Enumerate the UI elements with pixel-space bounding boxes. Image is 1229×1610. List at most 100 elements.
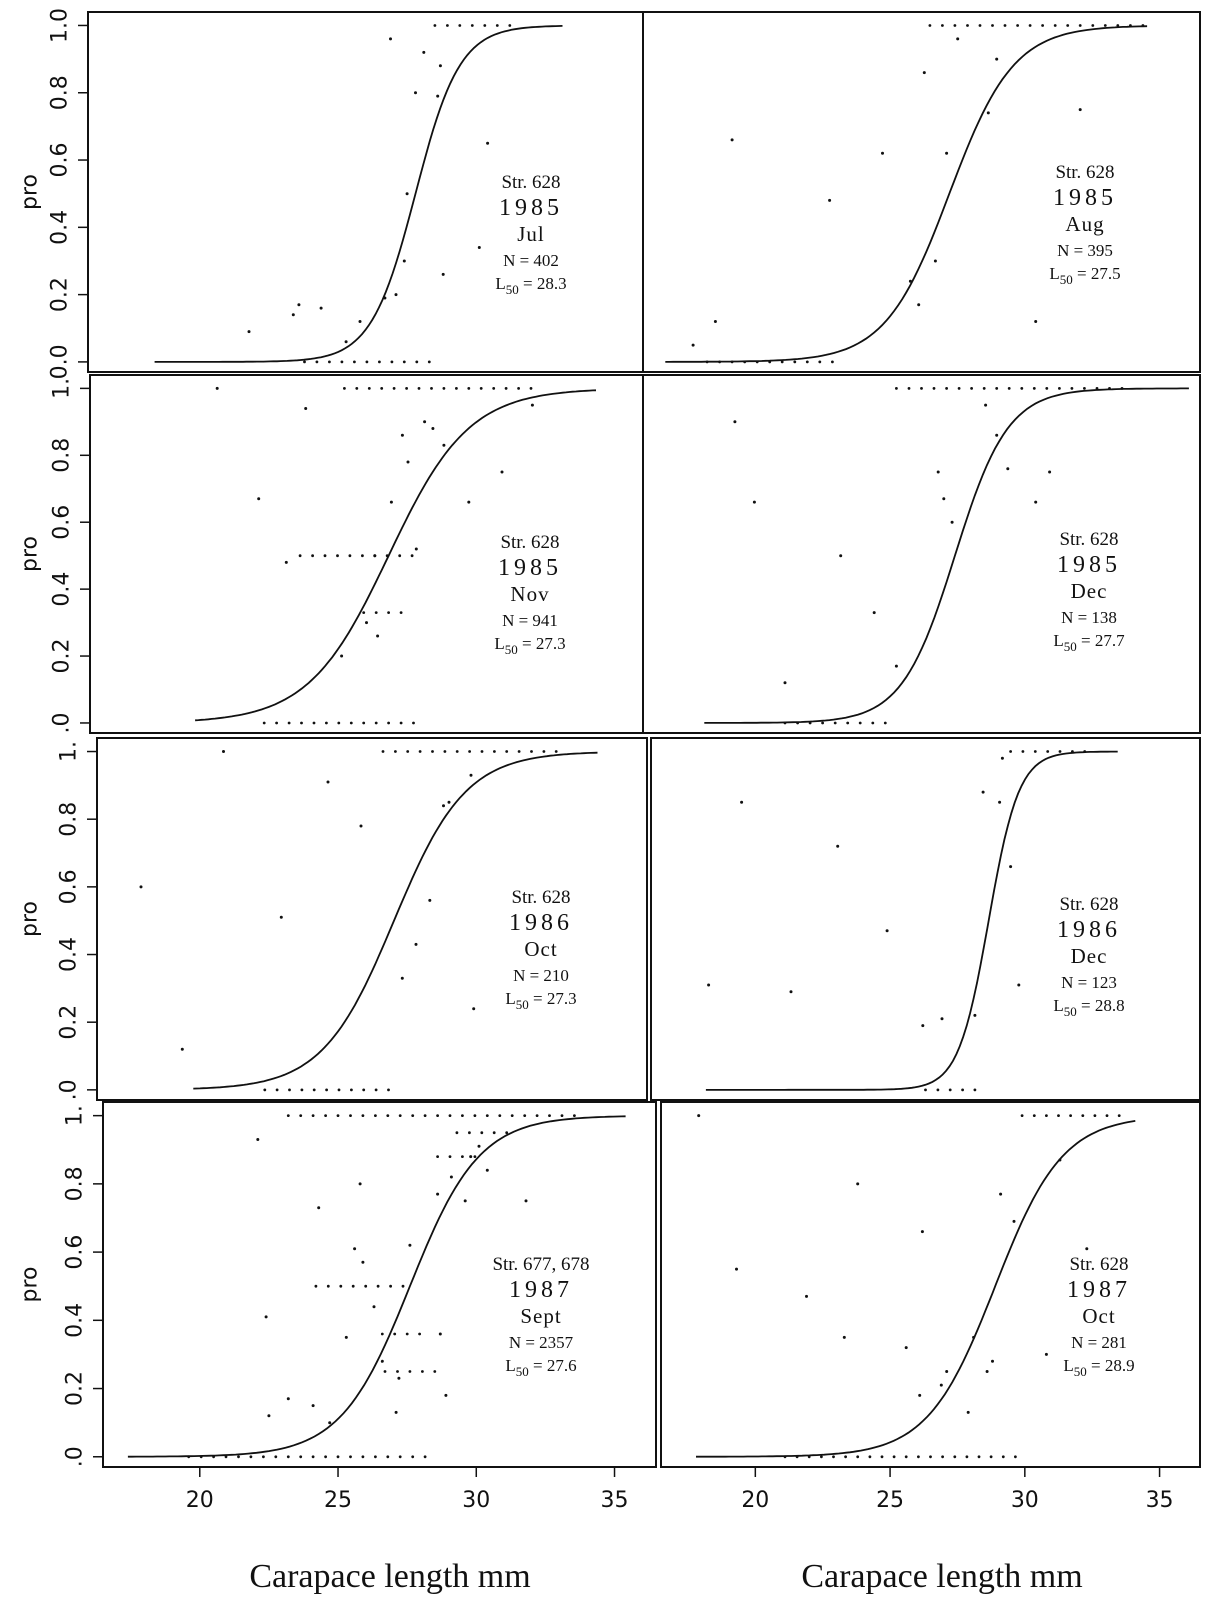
data-point	[263, 1088, 267, 1092]
data-point	[498, 1114, 502, 1117]
l50-label: L50 = 28.3	[495, 274, 566, 297]
data-point	[936, 470, 940, 474]
data-point	[858, 721, 862, 725]
data-point	[414, 942, 418, 946]
data-point	[972, 1335, 976, 1339]
data-point	[380, 1332, 384, 1336]
data-point	[359, 824, 363, 828]
data-point	[405, 1332, 409, 1336]
data-point	[288, 1088, 291, 1092]
data-point	[783, 721, 787, 725]
data-point	[524, 1199, 528, 1203]
data-point	[492, 387, 496, 390]
data-point	[1045, 387, 1049, 390]
data-point	[473, 1114, 477, 1117]
l50-label: L50 = 28.9	[1063, 1356, 1134, 1379]
data-point	[397, 1376, 401, 1380]
data-point	[326, 1284, 330, 1288]
data-point	[892, 1455, 896, 1459]
sample-size-label: N = 395	[1057, 241, 1113, 260]
y-axis-label: pro	[18, 901, 43, 937]
x-axis-label-right: Carapace length mm	[801, 1558, 1082, 1595]
data-point	[740, 800, 744, 804]
data-point	[530, 750, 533, 753]
data-point	[929, 1455, 932, 1459]
y-axis-label: pro	[18, 536, 43, 572]
data-point	[469, 1155, 473, 1159]
data-point	[406, 460, 410, 464]
data-point	[374, 1455, 377, 1459]
data-point	[312, 721, 316, 725]
data-point	[1057, 1114, 1060, 1117]
data-point	[961, 1088, 964, 1092]
data-point	[361, 554, 364, 558]
data-point	[414, 91, 417, 95]
data-point	[1009, 750, 1012, 753]
data-point	[831, 360, 834, 364]
data-point	[372, 1305, 376, 1309]
data-point	[966, 24, 969, 27]
data-point	[367, 387, 371, 390]
year-label: 1986	[509, 910, 573, 936]
data-point	[1000, 756, 1004, 760]
panel-frame	[642, 11, 1201, 373]
data-point	[467, 500, 471, 504]
data-point	[286, 1114, 290, 1117]
data-point	[948, 1088, 952, 1092]
data-point	[348, 554, 352, 558]
data-point	[908, 279, 912, 283]
data-point	[415, 360, 419, 364]
data-point	[314, 1284, 318, 1288]
data-point	[446, 24, 449, 27]
data-point	[365, 360, 369, 364]
x-tick-label: 20	[741, 1488, 769, 1513]
data-point	[444, 1393, 448, 1397]
y-tick-label: 0.4	[57, 937, 82, 972]
data-point	[995, 57, 999, 61]
data-point	[389, 37, 392, 41]
station-label: Str. 628	[511, 887, 570, 908]
data-point	[1071, 750, 1074, 753]
data-point	[1120, 387, 1124, 390]
data-point	[447, 800, 451, 804]
data-point	[247, 330, 251, 334]
data-point	[1117, 1114, 1121, 1117]
data-point	[431, 750, 434, 753]
station-label: Str. 628	[1059, 529, 1118, 550]
data-point	[455, 750, 459, 753]
y-tick-label: .0	[57, 1079, 82, 1100]
data-point	[953, 1455, 957, 1459]
data-point	[237, 1455, 240, 1459]
data-point	[950, 520, 954, 524]
data-point	[386, 1455, 390, 1459]
data-point	[325, 721, 328, 725]
data-point	[1032, 387, 1036, 390]
y-axis-label: pro	[18, 1267, 43, 1303]
data-point	[894, 664, 898, 668]
data-point	[433, 24, 437, 27]
y-axis: .0 0.2 0.4 0.6 0.8 1.	[57, 741, 97, 1100]
data-point	[387, 611, 390, 614]
data-point	[1108, 387, 1111, 390]
data-point	[883, 721, 887, 725]
data-point	[337, 721, 341, 725]
logistic-curve	[154, 25, 563, 363]
data-point	[989, 1455, 993, 1459]
data-point	[455, 1131, 459, 1135]
data-point	[1020, 1114, 1024, 1117]
data-point	[1044, 1352, 1048, 1356]
data-point	[1095, 387, 1099, 390]
data-point	[795, 1455, 799, 1459]
data-point	[353, 1247, 357, 1251]
data-point	[1033, 750, 1037, 753]
data-point	[398, 1114, 402, 1117]
data-point	[383, 1370, 387, 1373]
data-point	[428, 898, 432, 902]
l50-label: L50 = 28.8	[1053, 996, 1124, 1019]
data-point	[881, 151, 884, 155]
data-point	[697, 1114, 701, 1118]
data-point	[361, 1260, 365, 1264]
sample-size-label: N = 402	[503, 251, 559, 270]
data-point	[921, 1024, 925, 1028]
